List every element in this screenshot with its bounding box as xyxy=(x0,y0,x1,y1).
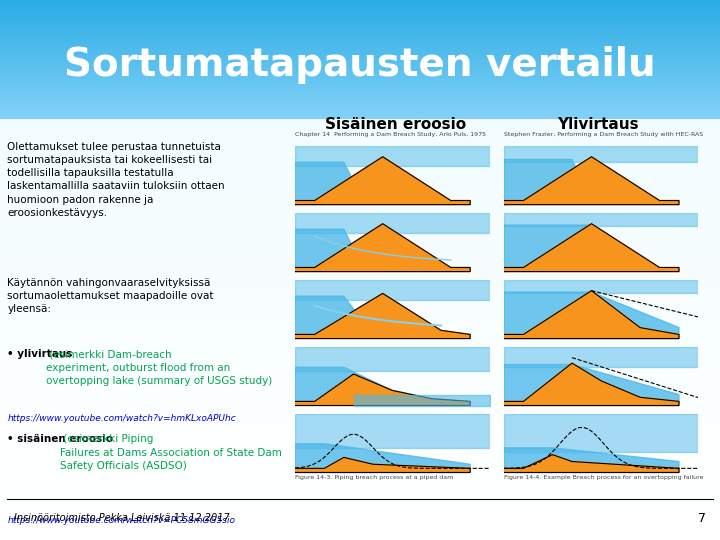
Text: • ylivirtaus: • ylivirtaus xyxy=(7,349,73,359)
Text: • sisäinen eroosio: • sisäinen eroosio xyxy=(7,434,113,444)
Polygon shape xyxy=(295,444,470,472)
Polygon shape xyxy=(504,448,679,472)
Polygon shape xyxy=(295,374,470,406)
Text: Chapter 14  Performing a Dam Breach Study, Arlo Puls, 1975: Chapter 14 Performing a Dam Breach Study… xyxy=(295,132,486,137)
Polygon shape xyxy=(504,291,679,339)
Text: Figure 14-4. Example Breach process for an overtopping failure: Figure 14-4. Example Breach process for … xyxy=(504,475,703,480)
Polygon shape xyxy=(295,224,470,272)
Text: Figure 14-3. Piping breach process at a piped dam: Figure 14-3. Piping breach process at a … xyxy=(295,475,454,480)
Polygon shape xyxy=(295,293,470,339)
Polygon shape xyxy=(504,292,679,339)
Polygon shape xyxy=(504,146,698,162)
Text: Sisäinen eroosio: Sisäinen eroosio xyxy=(325,117,467,132)
Polygon shape xyxy=(504,455,679,472)
Text: Käytännön vahingonvaaraselvityksissä
sortumaolettamukset maapadoille ovat
yleens: Käytännön vahingonvaaraselvityksissä sor… xyxy=(7,278,214,314)
Text: Stephen Frazier, Performing a Dam Breach Study with HEC-RAS: Stephen Frazier, Performing a Dam Breach… xyxy=(504,132,703,137)
Polygon shape xyxy=(504,225,601,272)
Polygon shape xyxy=(295,213,490,233)
Text: Insinööritoimisto Pekka Leiviskä 11.12.2017: Insinööritoimisto Pekka Leiviskä 11.12.2… xyxy=(14,513,230,523)
Polygon shape xyxy=(295,146,490,166)
Polygon shape xyxy=(295,367,431,406)
Polygon shape xyxy=(295,414,490,448)
Polygon shape xyxy=(504,364,679,406)
Polygon shape xyxy=(295,229,364,272)
Text: (esimerkki Piping
Failures at Dams Association of State Dam
Safety Officials (AS: (esimerkki Piping Failures at Dams Assoc… xyxy=(60,434,282,471)
Text: Ylivirtaus: Ylivirtaus xyxy=(557,117,639,132)
Polygon shape xyxy=(295,296,373,339)
Text: https://www.youtube.com/watch?v=PC58mGG5sio: https://www.youtube.com/watch?v=PC58mGG5… xyxy=(7,516,235,525)
Text: (esimerkki Dam-breach
experiment, outburst flood from an
overtopping lake (summa: (esimerkki Dam-breach experiment, outbur… xyxy=(45,349,272,386)
Polygon shape xyxy=(295,457,470,472)
Polygon shape xyxy=(504,159,592,205)
Polygon shape xyxy=(504,347,698,367)
Polygon shape xyxy=(295,162,364,205)
Polygon shape xyxy=(504,157,679,205)
Polygon shape xyxy=(504,363,679,406)
Text: Olettamukset tulee perustaa tunnetuista
sortumatapauksista tai kokeellisesti tai: Olettamukset tulee perustaa tunnetuista … xyxy=(7,142,225,218)
Polygon shape xyxy=(295,157,470,205)
Polygon shape xyxy=(504,280,698,293)
Text: Sortumatapausten vertailu: Sortumatapausten vertailu xyxy=(64,46,656,84)
Text: 7: 7 xyxy=(698,511,706,525)
Polygon shape xyxy=(295,280,490,300)
Polygon shape xyxy=(504,224,679,272)
Polygon shape xyxy=(504,213,698,226)
Polygon shape xyxy=(504,414,698,452)
Polygon shape xyxy=(295,347,490,372)
Text: https://www.youtube.com/watch?v=hmKLxoAPUhc: https://www.youtube.com/watch?v=hmKLxoAP… xyxy=(7,414,236,423)
